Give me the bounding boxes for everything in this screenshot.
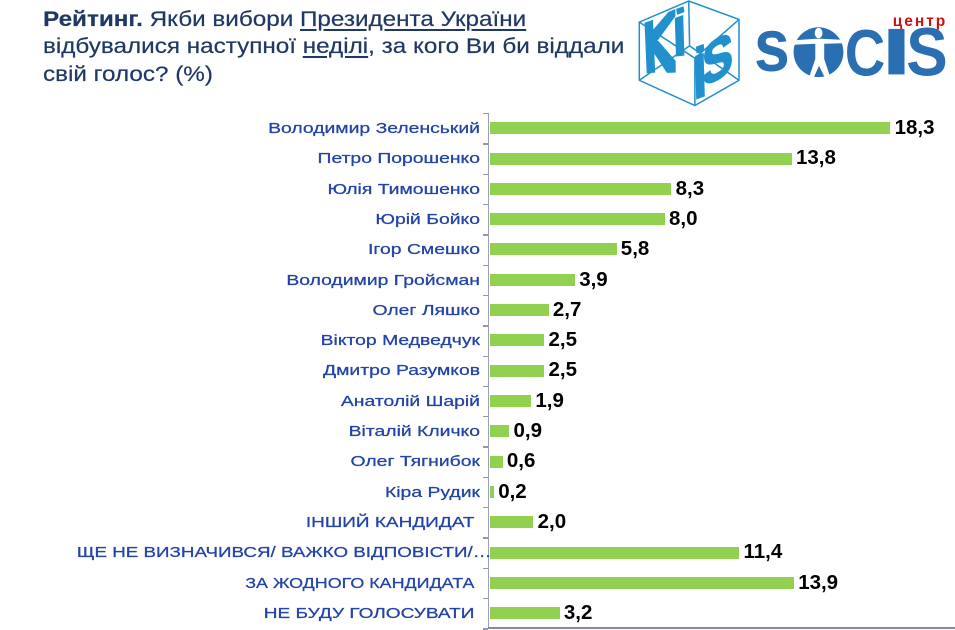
svg-text:s: s xyxy=(754,10,790,87)
svg-text:S: S xyxy=(906,14,947,91)
svg-text:C: C xyxy=(845,16,886,89)
svg-text:S: S xyxy=(702,18,733,100)
svg-text:центр: центр xyxy=(893,13,948,30)
